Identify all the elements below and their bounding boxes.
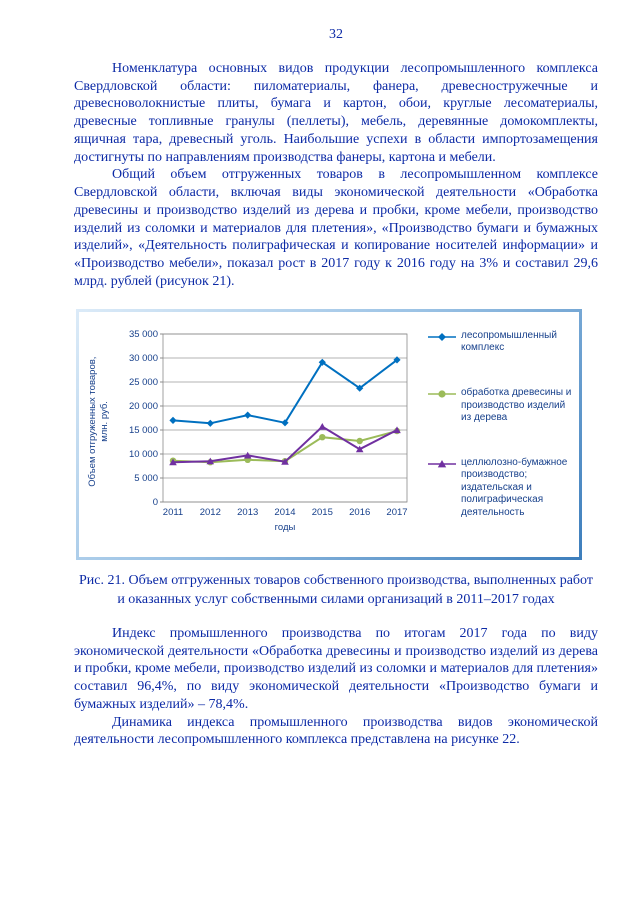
legend-label: обработка древесины и производство издел… bbox=[461, 387, 572, 424]
svg-text:2011: 2011 bbox=[163, 507, 183, 518]
legend-label: лесопромышленный комплекс bbox=[461, 329, 557, 354]
y-axis-title-line: млн. руб. bbox=[99, 401, 111, 442]
svg-text:5 000: 5 000 bbox=[134, 473, 158, 484]
legend-marker-icon bbox=[428, 390, 456, 398]
svg-text:15 000: 15 000 bbox=[129, 425, 158, 436]
figure-21: Объем отгруженных товаров, млн. руб. 0 5 … bbox=[74, 308, 598, 609]
paragraph-dynamics: Динамика индекса промышленного производс… bbox=[74, 714, 598, 748]
svg-text:2016: 2016 bbox=[349, 507, 370, 518]
svg-text:20 000: 20 000 bbox=[129, 401, 158, 412]
svg-text:35 000: 35 000 bbox=[129, 329, 158, 340]
legend-label: целлюлозно-бумажное производство; издате… bbox=[461, 456, 568, 518]
svg-text:2015: 2015 bbox=[312, 507, 333, 518]
chart-plot: 0 5 000 10 000 15 000 20 000 25 000 30 000 35 0… bbox=[113, 324, 419, 554]
page-number: 32 bbox=[329, 27, 343, 42]
paragraph-production-index: Индекс промышленного производства по ито… bbox=[74, 625, 598, 712]
svg-text:2013: 2013 bbox=[237, 507, 258, 518]
legend-item: обработка древесины и производство издел… bbox=[427, 387, 573, 425]
svg-text:30 000: 30 000 bbox=[129, 353, 158, 364]
svg-text:25 000: 25 000 bbox=[129, 377, 158, 388]
chart: Объем отгруженных товаров, млн. руб. 0 5 … bbox=[79, 311, 579, 558]
svg-text:10 000: 10 000 bbox=[129, 449, 158, 460]
legend-item: целлюлозно-бумажное производство; издате… bbox=[427, 457, 573, 520]
svg-text:2017: 2017 bbox=[386, 507, 407, 518]
paragraph-total-volume: Общий объем отгруженных товаров в лесопр… bbox=[74, 167, 598, 289]
svg-text:2012: 2012 bbox=[200, 507, 221, 518]
legend-marker-icon bbox=[428, 332, 456, 341]
y-axis-title: Объем отгруженных товаров, млн. руб. bbox=[87, 324, 113, 554]
chart-legend: лесопромышленный комплекс обработка древе… bbox=[419, 324, 575, 554]
legend-item: лесопромышленный комплекс bbox=[427, 330, 573, 355]
svg-text:0: 0 bbox=[153, 497, 158, 508]
svg-text:2014: 2014 bbox=[274, 507, 295, 518]
svg-text:годы: годы bbox=[275, 522, 296, 533]
legend-marker-icon bbox=[428, 459, 456, 468]
chart-frame: Объем отгруженных товаров, млн. руб. 0 5 … bbox=[76, 308, 582, 561]
paragraph-nomenclature: Номенклатура основных видов продукции ле… bbox=[74, 60, 598, 165]
figure-caption: Рис. 21. Объем отгруженных товаров собст… bbox=[79, 573, 593, 607]
y-axis-title-line: Объем отгруженных товаров, bbox=[87, 356, 98, 487]
chart-svg: 0 5 000 10 000 15 000 20 000 25 000 30 000 35 0… bbox=[129, 329, 408, 533]
